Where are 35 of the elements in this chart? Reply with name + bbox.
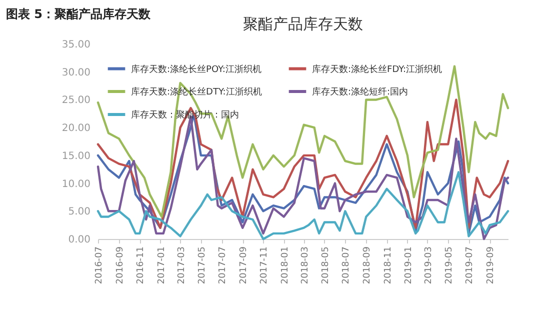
x-tick-label: 2019-05 [444, 246, 455, 284]
x-tick-label: 2018-09 [362, 246, 373, 284]
chart-title: 聚酯产品库存天数 [243, 15, 363, 33]
line-series [96, 171, 510, 240]
x-tick-label: 2019-07 [465, 246, 476, 284]
line-series [96, 65, 510, 218]
x-tick-label: 2018-05 [321, 246, 331, 284]
y-tick-label: 25.00 [62, 95, 90, 106]
x-tick-label: 2016-11 [136, 246, 146, 284]
x-tick-label: 2017-11 [260, 246, 270, 284]
y-tick-label: 5.00 [68, 206, 90, 218]
x-tick-label: 2016-07 [94, 246, 104, 284]
x-tick-label: 2017-09 [239, 246, 250, 284]
y-tick-label: 30.00 [62, 67, 90, 78]
x-tick-label: 2016-09 [115, 246, 126, 284]
x-tick-label: 2019-09 [486, 246, 496, 284]
x-tick-label: 2019-01 [404, 246, 414, 284]
y-tick-label: 15.00 [62, 150, 90, 162]
legend-label: 库存天数:涤纶长丝POY:江浙织机 [131, 64, 262, 75]
x-tick-label: 2019-03 [424, 246, 434, 284]
x-tick-label: 2018-11 [383, 246, 394, 284]
legend-label: 库存天数:涤纶长丝FDY:江浙织机 [312, 64, 442, 75]
x-tick-label: 2017-07 [218, 246, 228, 284]
x-tick-label: 2018-03 [300, 246, 310, 284]
text: 图表 5：聚酯产品库存天数 [6, 7, 152, 21]
x-tick-label: 2017-01 [156, 246, 167, 284]
y-tick-label: 35.00 [62, 40, 90, 50]
x-tick-label: 2018-07 [342, 246, 352, 284]
y-tick-label: 20.00 [62, 123, 90, 134]
legend-label: 库存天数:涤纶短纤:国内 [312, 86, 408, 98]
x-tick-label: 2017-03 [176, 246, 187, 284]
y-tick-label: 0.00 [68, 234, 90, 246]
x-tick-label: 2018-01 [280, 246, 290, 284]
x-tick-label: 2017-05 [197, 246, 208, 284]
y-tick-label: 10.00 [62, 178, 90, 190]
